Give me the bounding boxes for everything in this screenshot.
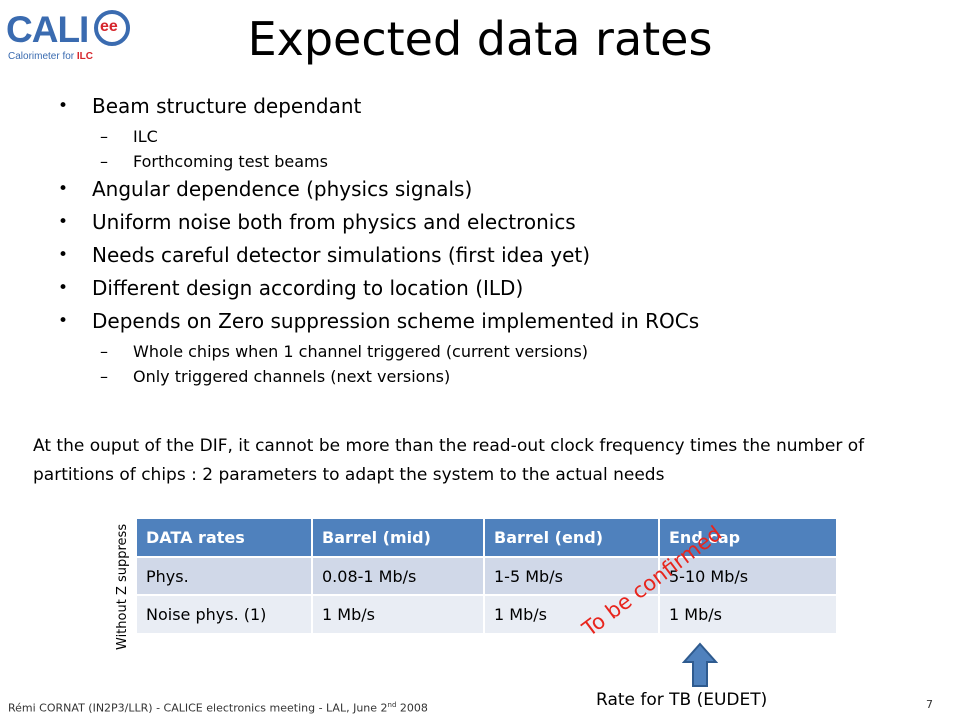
table-cell: Phys. — [137, 556, 313, 595]
table-header-row: DATA rates Barrel (mid) Barrel (end) End… — [137, 519, 838, 557]
bullet-dot-icon: • — [58, 96, 69, 116]
bullet-item: • Uniform noise both from physics and ele… — [58, 208, 938, 241]
bullet-dash-icon: – — [100, 342, 108, 361]
table-side-label: Without Z suppress — [115, 523, 130, 650]
sub-bullet-item: – Whole chips when 1 channel triggered (c… — [58, 340, 938, 365]
bullet-dash-icon: – — [100, 127, 108, 146]
header-cell: End cap — [659, 519, 838, 557]
logo-text: CALI — [6, 9, 89, 50]
logo-subtitle: Calorimeter for ILC — [8, 51, 94, 62]
bullet-text: ILC — [133, 127, 158, 146]
bullet-dot-icon: • — [58, 179, 69, 199]
logo-ring — [94, 10, 130, 46]
sub-bullet-item: – Forthcoming test beams — [58, 150, 938, 175]
bullet-dash-icon: – — [100, 152, 108, 171]
table-row: Phys. 0.08-1 Mb/s 1-5 Mb/s 5-10 Mb/s — [137, 556, 838, 595]
table-cell: 5-10 Mb/s — [659, 556, 838, 595]
bullet-dot-icon: • — [58, 212, 69, 232]
bullet-text: Needs careful detector simulations (firs… — [92, 243, 591, 267]
bullet-item: • Different design according to location … — [58, 274, 938, 307]
bullet-dot-icon: • — [58, 278, 69, 298]
bullet-text: Whole chips when 1 channel triggered (cu… — [133, 342, 589, 361]
bullet-item: • Depends on Zero suppression scheme impl… — [58, 307, 938, 340]
table-row: Noise phys. (1) 1 Mb/s 1 Mb/s 1 Mb/s — [137, 594, 838, 633]
bullet-text: Uniform noise both from physics and elec… — [92, 210, 576, 234]
slide-title: Expected data rates — [247, 12, 713, 66]
bullet-text: Forthcoming test beams — [133, 152, 328, 171]
up-arrow-icon — [682, 642, 718, 687]
page-number: 7 — [926, 698, 933, 711]
header-cell: DATA rates — [137, 519, 313, 557]
slide-footer: Rémi CORNAT (IN2P3/LLR) - CALICE electro… — [8, 701, 428, 715]
dif-output-paragraph: At the ouput of the DIF, it cannot be mo… — [33, 436, 865, 485]
bullet-text: Beam structure dependant — [92, 94, 362, 118]
logo-eo: ee — [100, 18, 118, 35]
table-cell: 1-5 Mb/s — [484, 556, 660, 595]
bullet-dash-icon: – — [100, 367, 108, 386]
bullet-item: • Beam structure dependant — [58, 92, 938, 125]
bullet-text: Angular dependence (physics signals) — [92, 177, 473, 201]
sub-bullet-item: – Only triggered channels (next versions) — [58, 365, 938, 390]
bullet-item: • Needs careful detector simulations (fir… — [58, 241, 938, 274]
data-rates-table: DATA rates Barrel (mid) Barrel (end) End… — [137, 519, 838, 633]
header-cell: Barrel (end) — [484, 519, 660, 557]
bullet-dot-icon: • — [58, 311, 69, 331]
bullet-text: Different design according to location (… — [92, 276, 524, 300]
table-cell: 1 Mb/s — [312, 594, 485, 633]
bullet-item: • Angular dependence (physics signals) — [58, 175, 938, 208]
bullet-dot-icon: • — [58, 245, 69, 265]
table-cell: 1 Mb/s — [484, 594, 660, 633]
bullet-text: Only triggered channels (next versions) — [133, 367, 451, 386]
table-cell: Noise phys. (1) — [137, 594, 313, 633]
table-cell: 0.08-1 Mb/s — [312, 556, 485, 595]
bullet-list: • Beam structure dependant – ILC – Forthcomin… — [58, 92, 938, 390]
calice-logo: CALI ee Calorimeter for ILC — [6, 8, 136, 66]
table-cell: 1 Mb/s — [659, 594, 838, 633]
sub-bullet-item: – ILC — [58, 125, 938, 150]
header-cell: Barrel (mid) — [312, 519, 485, 557]
arrow-label: Rate for TB (EUDET) — [596, 690, 768, 710]
bullet-text: Depends on Zero suppression scheme imple… — [92, 309, 700, 333]
